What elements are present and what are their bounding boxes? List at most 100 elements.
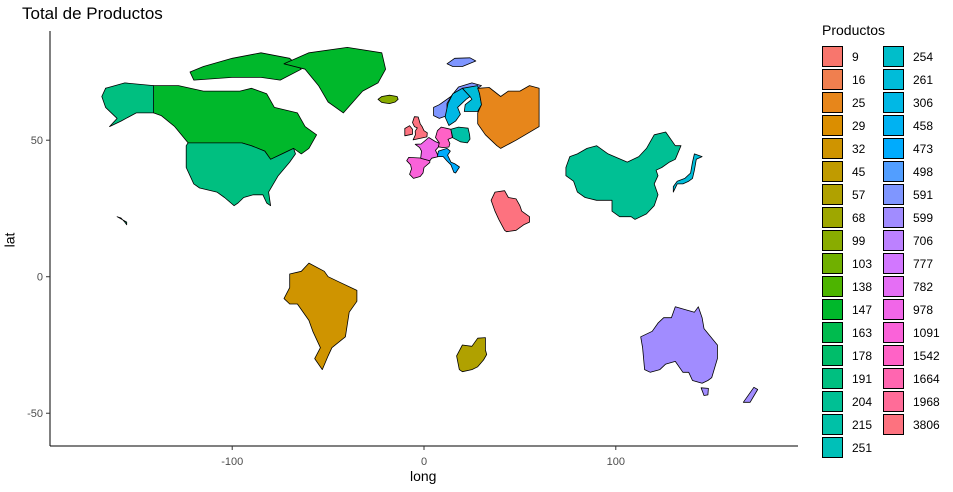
region-australia — [640, 306, 718, 384]
legend-key — [822, 161, 843, 182]
region-sweden — [444, 87, 471, 126]
region-united-kingdom — [412, 116, 428, 141]
legend-key — [883, 184, 904, 205]
legend-label: 32 — [852, 141, 866, 156]
legend-key — [883, 345, 904, 366]
legend-key — [883, 230, 904, 251]
legend-item: 251 — [822, 436, 872, 459]
legend-item: 178 — [822, 344, 872, 367]
legend-key — [883, 391, 904, 412]
region-canada — [105, 85, 318, 160]
legend-label: 261 — [913, 72, 934, 87]
legend-label: 99 — [852, 233, 866, 248]
region-italy — [436, 147, 460, 174]
region-svalbard — [446, 57, 477, 67]
legend-key — [883, 138, 904, 159]
legend-key — [822, 46, 843, 67]
legend-item: 458 — [883, 114, 933, 137]
legend-item: 1091 — [883, 321, 940, 344]
axes: -100 0 100 -50 0 50 — [27, 31, 798, 468]
region-saudi-arabia — [490, 190, 530, 233]
region-germany — [435, 126, 453, 149]
legend-label: 204 — [852, 394, 873, 409]
region-ireland — [404, 125, 413, 137]
legend-key — [822, 92, 843, 113]
region-south-africa — [456, 337, 488, 373]
legend-title: Productos — [822, 22, 886, 38]
legend-key — [883, 92, 904, 113]
legend-item: 32 — [822, 137, 865, 160]
legend-item: 99 — [822, 229, 865, 252]
legend-label: 45 — [852, 164, 866, 179]
legend-key — [822, 322, 843, 343]
legend-label: 9 — [852, 49, 859, 64]
legend-key — [883, 322, 904, 343]
legend-key — [822, 299, 843, 320]
legend-key — [822, 345, 843, 366]
region-greenland — [283, 47, 387, 114]
region-hawaii — [116, 216, 128, 226]
legend-item: 782 — [883, 275, 933, 298]
legend-item: 215 — [822, 413, 872, 436]
legend-label: 16 — [852, 72, 866, 87]
legend-key — [883, 115, 904, 136]
legend-key — [822, 414, 843, 435]
legend-key — [883, 69, 904, 90]
legend-label: 103 — [852, 256, 873, 271]
legend-item: 16 — [822, 68, 865, 91]
legend-key — [883, 276, 904, 297]
region-china — [565, 131, 682, 220]
region-japan — [672, 153, 703, 193]
legend-label: 782 — [913, 279, 934, 294]
legend-key — [822, 138, 843, 159]
chart-title: Total de Productos — [22, 4, 163, 23]
legend-key — [883, 299, 904, 320]
legend-item: 1968 — [883, 390, 940, 413]
legend-item: 29 — [822, 114, 865, 137]
legend-label: 68 — [852, 210, 866, 225]
y-tick-label: 0 — [37, 272, 43, 284]
x-tick-label: -100 — [221, 456, 243, 468]
region-brazil — [283, 262, 358, 371]
region-spain — [406, 156, 431, 179]
legend-key — [822, 207, 843, 228]
legend-item: 1542 — [883, 344, 940, 367]
legend-label: 3806 — [913, 417, 940, 432]
region-arctic-islands — [189, 52, 302, 81]
legend-label: 1542 — [913, 348, 940, 363]
map-regions — [101, 47, 759, 403]
y-axis-label: lat — [1, 232, 18, 248]
region-usa — [185, 142, 296, 207]
region-tasmania — [700, 387, 709, 396]
y-tick-label: 50 — [31, 135, 43, 147]
legend-label: 215 — [852, 417, 873, 432]
region-russia-west — [477, 85, 540, 149]
legend-label: 498 — [913, 164, 934, 179]
region-france — [414, 137, 440, 162]
legend-label: 25 — [852, 95, 866, 110]
legend-key — [883, 207, 904, 228]
legend-label: 178 — [852, 348, 873, 363]
x-tick-label: 0 — [421, 456, 427, 468]
legend-item: 777 — [883, 252, 933, 275]
legend-item: 57 — [822, 183, 865, 206]
legend-item: 591 — [883, 183, 933, 206]
legend-label: 1664 — [913, 371, 940, 386]
legend-key — [822, 184, 843, 205]
x-axis-label: long — [410, 468, 437, 484]
legend-label: 458 — [913, 118, 934, 133]
legend-item: 9 — [822, 45, 859, 68]
legend-key — [883, 161, 904, 182]
legend-key — [822, 368, 843, 389]
legend-label: 29 — [852, 118, 866, 133]
legend-item: 103 — [822, 252, 872, 275]
legend-item: 191 — [822, 367, 872, 390]
legend-key — [883, 368, 904, 389]
legend-item: 1664 — [883, 367, 940, 390]
legend-item: 3806 — [883, 413, 940, 436]
legend-label: 591 — [913, 187, 934, 202]
region-iceland — [377, 94, 399, 104]
legend-item: 599 — [883, 206, 933, 229]
legend-item: 138 — [822, 275, 872, 298]
